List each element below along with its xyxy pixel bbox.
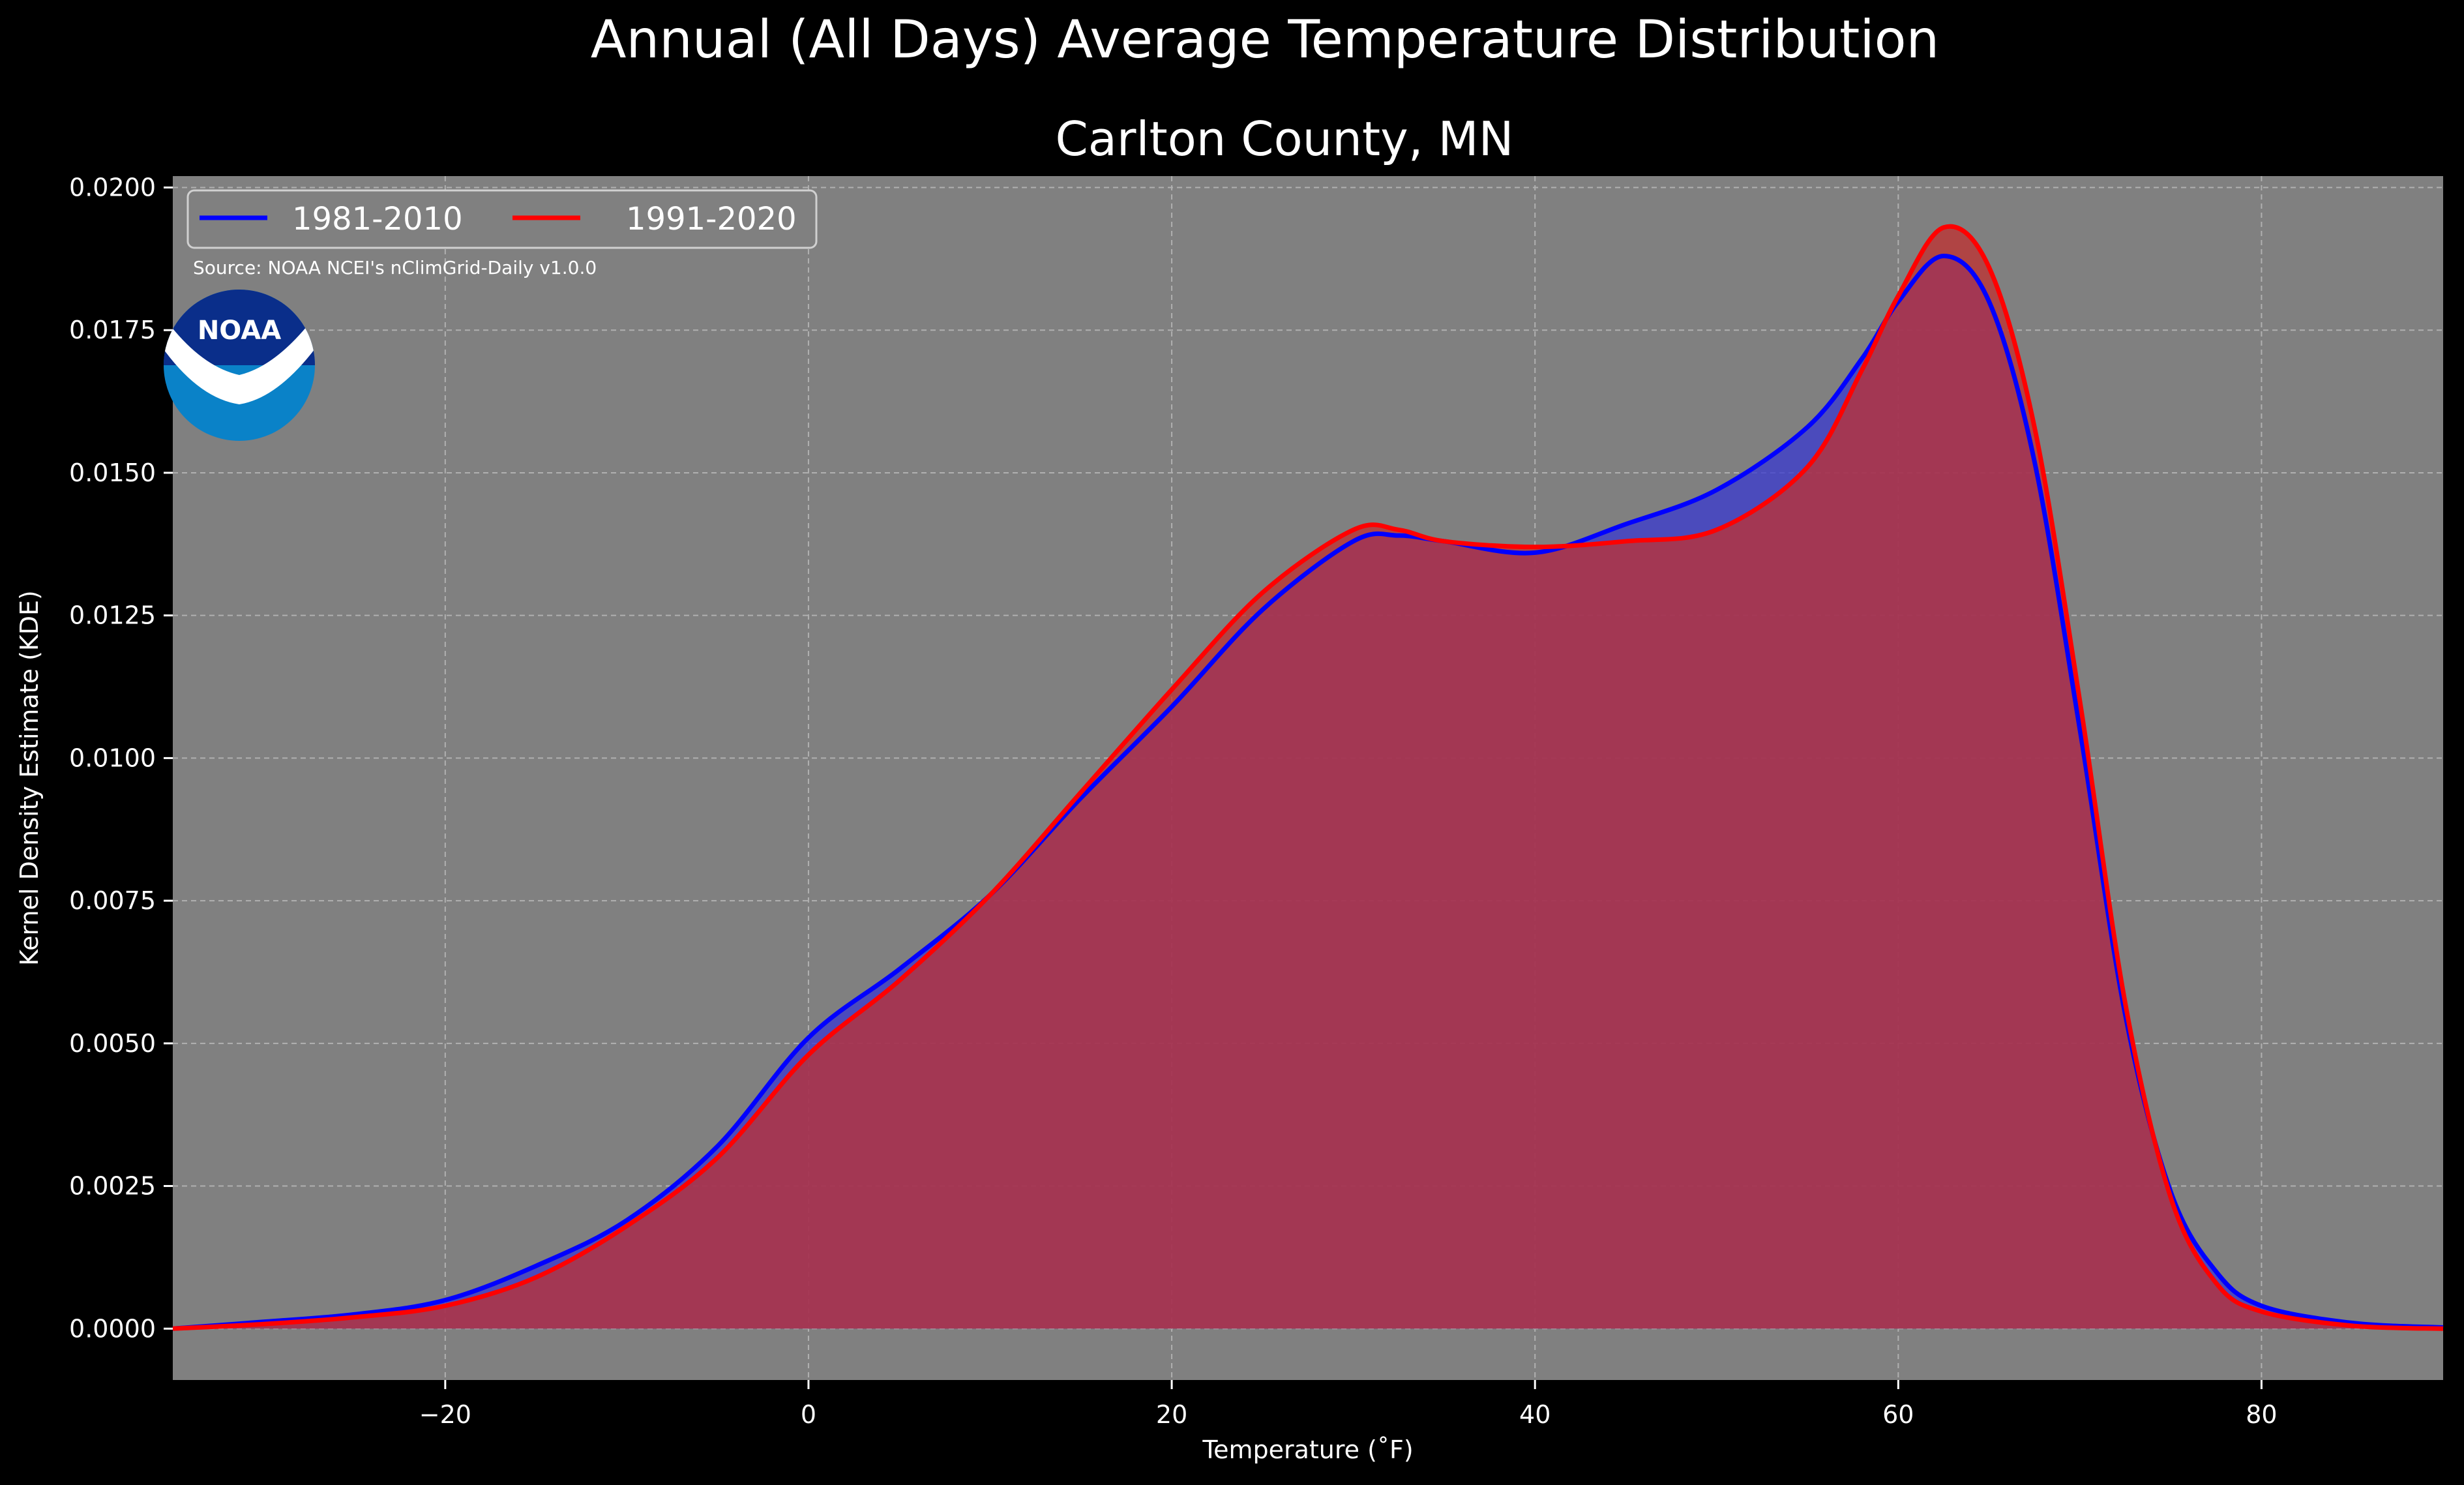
noaa-logo-text: NOAA xyxy=(198,316,281,346)
line-1991-2020 xyxy=(172,224,2444,1331)
density-areas xyxy=(173,226,2443,1329)
legend: 1981-2010 1991-2020 xyxy=(186,189,818,249)
x-tick-label-5: 80 xyxy=(2246,1400,2277,1429)
density-lines xyxy=(172,224,2444,1331)
x-tick-label-1: 0 xyxy=(801,1400,816,1429)
area-1991-2020 xyxy=(173,226,2443,1329)
y-tick-label-6: 0.0150 xyxy=(69,458,156,487)
x-tick-label-3: 40 xyxy=(1519,1400,1551,1429)
y-tick-label-5: 0.0125 xyxy=(69,601,156,630)
x-axis-label: Temperature (˚F) xyxy=(1202,1435,1413,1464)
x-axis: −20 0 20 40 60 80 xyxy=(419,1380,2278,1429)
legend-label-1991-2020: 1991-2020 xyxy=(626,201,797,237)
x-tick-label-2: 20 xyxy=(1156,1400,1187,1429)
x-tick-label-0: −20 xyxy=(419,1400,471,1429)
y-tick-label-1: 0.0025 xyxy=(69,1172,156,1201)
y-axis-label: Kernel Density Estimate (KDE) xyxy=(15,590,44,966)
line-1981-2010 xyxy=(172,253,2444,1331)
y-tick-label-3: 0.0075 xyxy=(69,886,156,915)
y-tick-label-8: 0.0200 xyxy=(69,173,156,202)
source-note: Source: NOAA NCEI's nClimGrid-Daily v1.0… xyxy=(193,257,597,278)
y-tick-label-2: 0.0050 xyxy=(69,1029,156,1058)
y-tick-label-4: 0.0100 xyxy=(69,743,156,772)
chart-suptitle: Annual (All Days) Average Temperature Di… xyxy=(591,9,1939,70)
y-tick-label-0: 0.0000 xyxy=(69,1314,156,1343)
legend-label-1981-2010: 1981-2010 xyxy=(292,201,463,237)
noaa-logo: NOAA xyxy=(164,290,315,441)
y-tick-label-7: 0.0175 xyxy=(69,316,156,344)
y-axis: 0.0000 0.0025 0.0050 0.0075 0.0100 0.0125 0.01… xyxy=(69,173,173,1343)
legend-box xyxy=(186,189,818,249)
chart-title: Carlton County, MN xyxy=(1056,112,1514,166)
x-tick-label-4: 60 xyxy=(1882,1400,1914,1429)
